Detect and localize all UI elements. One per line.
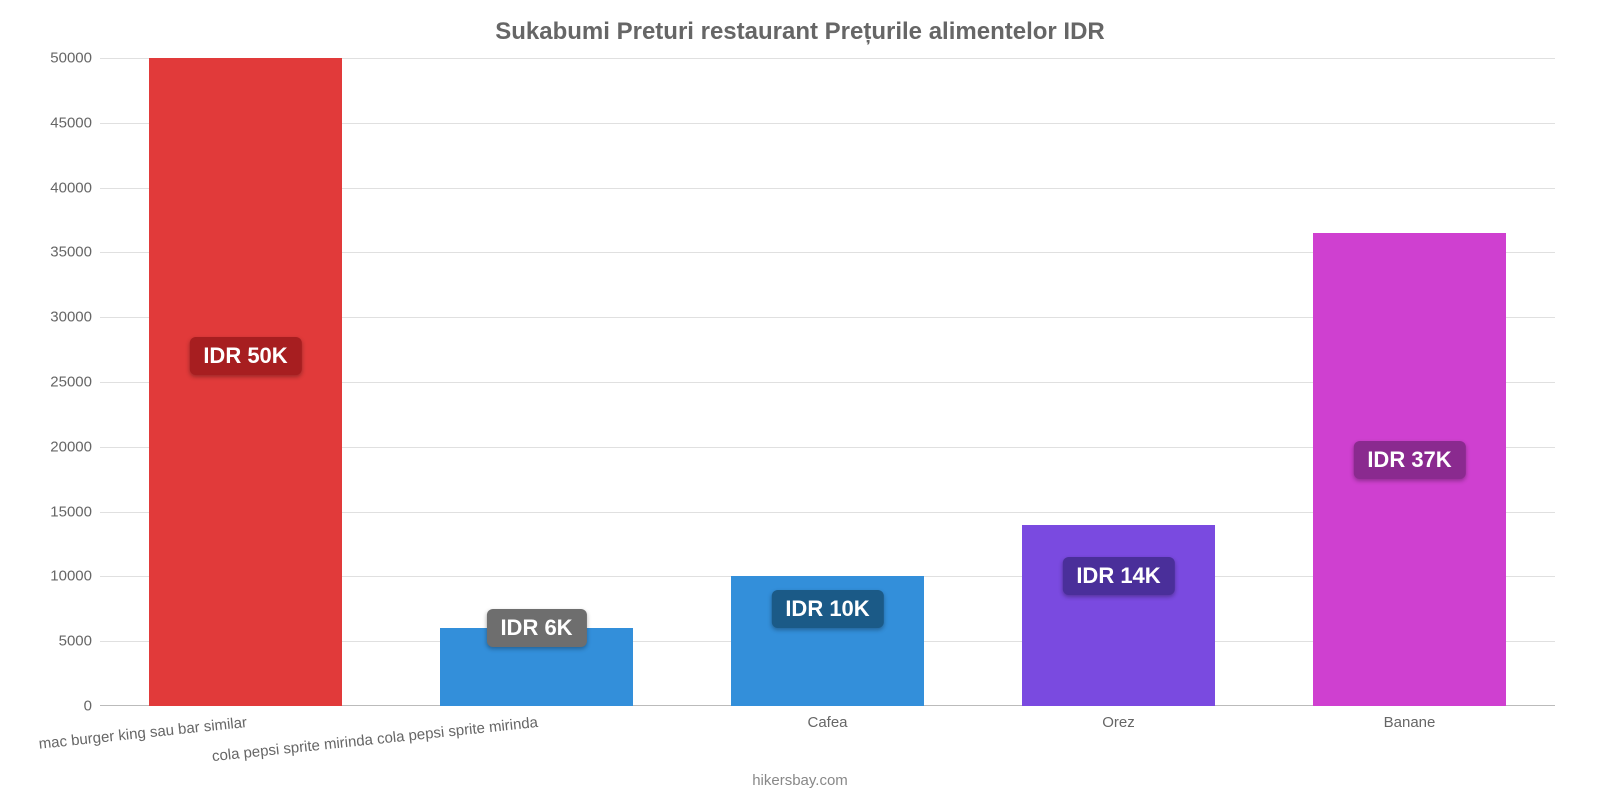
price-bar-chart: Sukabumi Preturi restaurant Prețurile al…	[0, 0, 1600, 800]
y-tick-label: 40000	[50, 179, 92, 196]
y-tick-label: 10000	[50, 568, 92, 585]
plot-area: 0500010000150002000025000300003500040000…	[100, 58, 1555, 706]
chart-footer: hikersbay.com	[0, 772, 1600, 789]
value-badge: IDR 6K	[486, 609, 586, 647]
y-tick-label: 35000	[50, 244, 92, 261]
chart-title: Sukabumi Preturi restaurant Prețurile al…	[0, 18, 1600, 46]
y-tick-label: 45000	[50, 114, 92, 131]
x-tick-label: Orez	[1102, 714, 1135, 731]
value-badge: IDR 37K	[1353, 441, 1465, 479]
bar	[149, 58, 341, 706]
y-tick-label: 20000	[50, 438, 92, 455]
value-badge: IDR 14K	[1062, 557, 1174, 595]
y-tick-label: 25000	[50, 374, 92, 391]
x-tick-label: Cafea	[807, 714, 847, 731]
value-badge: IDR 50K	[189, 337, 301, 375]
y-tick-label: 50000	[50, 50, 92, 67]
x-tick-label: Banane	[1384, 714, 1436, 731]
y-tick-label: 5000	[59, 633, 92, 650]
value-badge: IDR 10K	[771, 590, 883, 628]
y-tick-label: 0	[84, 698, 92, 715]
y-tick-label: 15000	[50, 503, 92, 520]
y-tick-label: 30000	[50, 309, 92, 326]
x-tick-label: cola pepsi sprite mirinda cola pepsi spr…	[211, 714, 539, 765]
bar	[1022, 525, 1214, 706]
